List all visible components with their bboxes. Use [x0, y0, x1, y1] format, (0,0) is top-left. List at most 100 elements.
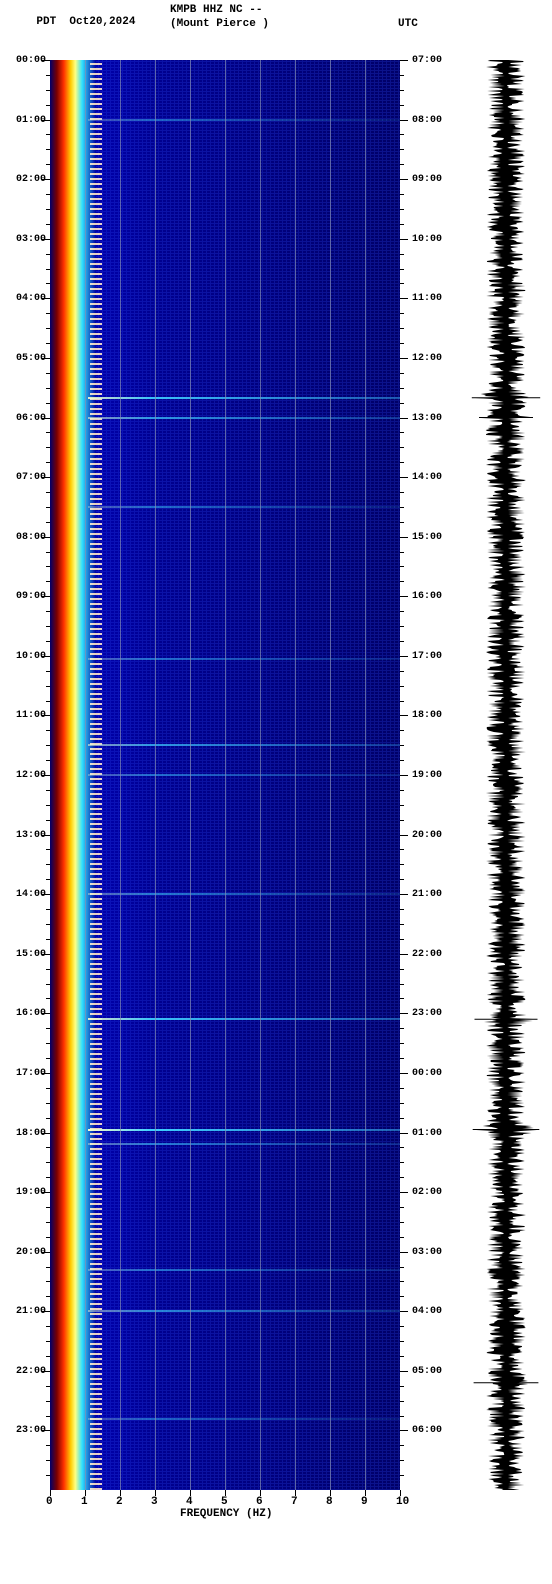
pdt-minor-tick [46, 90, 50, 91]
pdt-minor-tick [46, 447, 50, 448]
pdt-minor-tick [46, 701, 50, 702]
pdt-minor-tick [46, 1207, 50, 1208]
pdt-minor-tick [46, 998, 50, 999]
utc-minor-tick [400, 373, 404, 374]
utc-time-label: 03:00 [412, 1247, 442, 1258]
pdt-tick [42, 298, 50, 299]
spectro-gridline [190, 60, 191, 1490]
tz-right-label: UTC [398, 18, 418, 30]
spectro-event [88, 506, 401, 508]
pdt-minor-tick [46, 403, 50, 404]
utc-time-label: 20:00 [412, 830, 442, 841]
pdt-tick [42, 954, 50, 955]
utc-time-label: 08:00 [412, 115, 442, 126]
pdt-minor-tick [46, 581, 50, 582]
pdt-minor-tick [46, 1386, 50, 1387]
utc-tick [400, 120, 408, 121]
utc-tick [400, 715, 408, 716]
seismogram [470, 60, 542, 1490]
pdt-tick [42, 239, 50, 240]
x-tick-label: 6 [256, 1496, 263, 1508]
pdt-tick [42, 1252, 50, 1253]
utc-minor-tick [400, 760, 404, 761]
pdt-minor-tick [46, 1460, 50, 1461]
spectrogram [50, 60, 400, 1490]
utc-minor-tick [400, 581, 404, 582]
pdt-minor-tick [46, 134, 50, 135]
pdt-minor-tick [46, 1416, 50, 1417]
x-tick-label: 3 [151, 1496, 158, 1508]
pdt-minor-tick [46, 343, 50, 344]
utc-tick [400, 239, 408, 240]
utc-time-label: 01:00 [412, 1128, 442, 1139]
pdt-minor-tick [46, 388, 50, 389]
utc-time-label: 18:00 [412, 710, 442, 721]
pdt-minor-tick [46, 283, 50, 284]
utc-time-label: 23:00 [412, 1008, 442, 1019]
utc-minor-tick [400, 686, 404, 687]
pdt-minor-tick [46, 75, 50, 76]
utc-minor-tick [400, 209, 404, 210]
utc-tick [400, 1252, 408, 1253]
utc-tick [400, 477, 408, 478]
utc-minor-tick [400, 849, 404, 850]
utc-minor-tick [400, 1460, 404, 1461]
utc-minor-tick [400, 1162, 404, 1163]
pdt-minor-tick [46, 686, 50, 687]
utc-time-label: 14:00 [412, 472, 442, 483]
utc-minor-tick [400, 224, 404, 225]
utc-minor-tick [400, 1222, 404, 1223]
date-label: Oct20,2024 [69, 16, 135, 28]
pdt-tick [42, 477, 50, 478]
pdt-minor-tick [46, 909, 50, 910]
spectro-gridline [295, 60, 296, 1490]
utc-tick [400, 418, 408, 419]
utc-tick [400, 954, 408, 955]
pdt-minor-tick [46, 552, 50, 553]
pdt-tick [42, 596, 50, 597]
pdt-minor-tick [46, 462, 50, 463]
spectro-gridline [330, 60, 331, 1490]
spectro-gridline [85, 60, 86, 1490]
pdt-minor-tick [46, 671, 50, 672]
x-tick-label: 2 [116, 1496, 123, 1508]
pdt-minor-tick [46, 1445, 50, 1446]
pdt-tick [42, 537, 50, 538]
utc-minor-tick [400, 998, 404, 999]
utc-tick [400, 1311, 408, 1312]
utc-tick [400, 835, 408, 836]
utc-time-label: 13:00 [412, 413, 442, 424]
utc-minor-tick [400, 611, 404, 612]
x-axis-label: FREQUENCY (HZ) [180, 1508, 272, 1520]
utc-time-label: 19:00 [412, 770, 442, 781]
utc-time-label: 05:00 [412, 1366, 442, 1377]
location-label: (Mount Pierce ) [170, 18, 269, 30]
utc-minor-tick [400, 969, 404, 970]
pdt-minor-tick [46, 1118, 50, 1119]
utc-time-label: 11:00 [412, 293, 442, 304]
spectro-gridline [155, 60, 156, 1490]
utc-minor-tick [400, 864, 404, 865]
pdt-minor-tick [46, 969, 50, 970]
utc-minor-tick [400, 75, 404, 76]
utc-minor-tick [400, 805, 404, 806]
utc-minor-tick [400, 1118, 404, 1119]
utc-minor-tick [400, 134, 404, 135]
utc-minor-tick [400, 522, 404, 523]
seismogram-svg [470, 60, 542, 1490]
utc-minor-tick [400, 507, 404, 508]
pdt-minor-tick [46, 432, 50, 433]
utc-tick [400, 775, 408, 776]
spectro-event [88, 1418, 401, 1420]
utc-minor-tick [400, 1177, 404, 1178]
pdt-minor-tick [46, 254, 50, 255]
pdt-minor-tick [46, 730, 50, 731]
pdt-minor-tick [46, 269, 50, 270]
utc-minor-tick [400, 328, 404, 329]
pdt-minor-tick [46, 492, 50, 493]
utc-time-label: 04:00 [412, 1306, 442, 1317]
header-left: PDT Oct20,2024 [10, 4, 135, 40]
pdt-minor-tick [46, 522, 50, 523]
pdt-minor-tick [46, 864, 50, 865]
pdt-minor-tick [46, 984, 50, 985]
